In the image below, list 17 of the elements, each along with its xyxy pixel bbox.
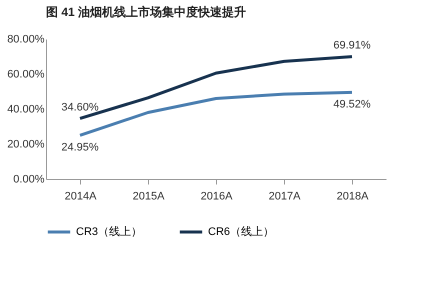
- chart-title: 图 41 油烟机线上市场集中度快速提升: [46, 5, 246, 19]
- y-tick-label: 0.00%: [13, 174, 45, 186]
- y-tick-label: 20.00%: [7, 138, 45, 150]
- data-label: 34.60%: [61, 101, 99, 114]
- x-tick-label: 2018A: [336, 190, 370, 202]
- data-label: 69.91%: [333, 40, 371, 52]
- data-label: 49.52%: [333, 98, 371, 110]
- data-label: 24.95%: [61, 141, 99, 154]
- legend-label: CR3（线上）: [76, 225, 142, 238]
- x-tick-label: 2014A: [64, 190, 98, 202]
- y-tick-label: 80.00%: [7, 34, 45, 46]
- x-tick-label: 2015A: [132, 190, 166, 202]
- x-tick-label: 2016A: [200, 190, 234, 202]
- x-tick-label: 2017A: [268, 190, 302, 202]
- y-tick-label: 40.00%: [7, 104, 45, 116]
- y-tick-label: 60.00%: [7, 68, 45, 80]
- legend-label: CR6（线上）: [208, 225, 274, 238]
